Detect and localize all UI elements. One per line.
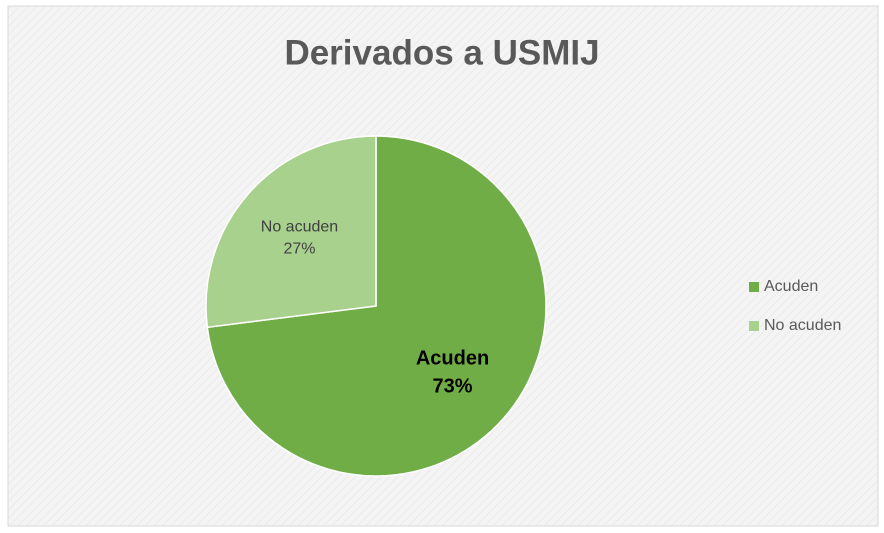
legend-label: Acuden	[764, 278, 818, 295]
data-label: No acuden 27%	[261, 219, 338, 258]
data-label: Acuden 73%	[416, 348, 489, 398]
legend-swatch	[749, 282, 759, 292]
data-label-category: No acuden	[261, 219, 338, 236]
chart-title: Derivados a USMIJ	[284, 33, 599, 72]
data-label-category: Acuden	[416, 348, 489, 370]
pie-slice	[205, 135, 377, 329]
data-label-value: 73%	[432, 376, 472, 398]
data-label-value: 27%	[283, 241, 315, 258]
legend-label: No acuden	[764, 317, 841, 334]
legend-swatch	[749, 321, 759, 331]
